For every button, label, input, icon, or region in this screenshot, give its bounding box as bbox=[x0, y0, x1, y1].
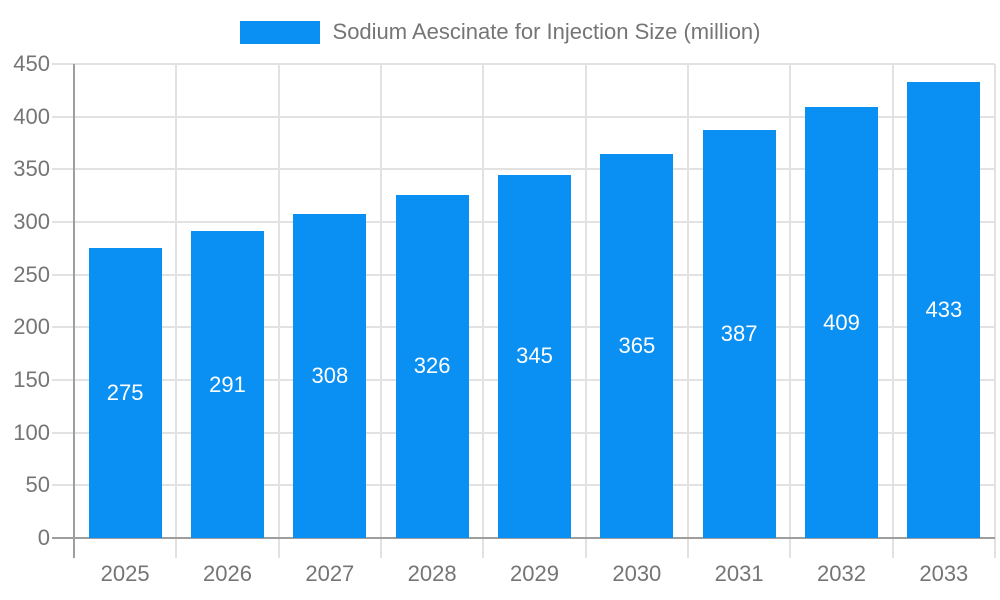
bar-value-label: 409 bbox=[823, 309, 860, 335]
y-axis-tick-label: 450 bbox=[13, 51, 50, 76]
y-axis-tick-label: 300 bbox=[13, 209, 50, 234]
y-gridline bbox=[52, 115, 995, 118]
bar-value-label: 387 bbox=[720, 321, 758, 347]
bar[interactable] bbox=[88, 248, 162, 538]
bar[interactable] bbox=[805, 107, 878, 538]
bar-value-label: 291 bbox=[209, 371, 246, 397]
y-axis-tick-label: 200 bbox=[13, 314, 50, 340]
x-axis-tick-label: 2025 bbox=[100, 561, 150, 586]
legend-item[interactable]: Sodium Aescinate for Injection Size (mil… bbox=[0, 19, 1000, 45]
bar-value-label: 326 bbox=[413, 353, 451, 379]
bar[interactable] bbox=[498, 174, 571, 538]
bar[interactable] bbox=[293, 213, 367, 538]
y-axis-tick-label: 350 bbox=[13, 156, 50, 182]
y-axis-tick-label: 100 bbox=[13, 419, 50, 445]
y-gridline bbox=[52, 63, 995, 65]
x-axis-tick-label: 2026 bbox=[203, 561, 252, 586]
bar-value-label: 345 bbox=[516, 343, 553, 369]
x-gridline bbox=[380, 64, 382, 558]
x-gridline bbox=[994, 64, 996, 558]
y-axis-line bbox=[73, 64, 75, 558]
legend-swatch bbox=[239, 20, 320, 44]
y-axis-tick-label: 50 bbox=[25, 472, 50, 498]
y-axis-tick-label: 0 bbox=[37, 525, 50, 550]
bar-value-label: 365 bbox=[618, 332, 656, 358]
bar[interactable] bbox=[191, 231, 264, 538]
x-gridline bbox=[687, 64, 689, 558]
x-gridline bbox=[789, 64, 792, 558]
bar-value-label: 275 bbox=[106, 380, 144, 406]
x-axis-tick-label: 2033 bbox=[919, 561, 969, 586]
bar-value-label: 308 bbox=[311, 362, 349, 388]
x-axis-tick-label: 2031 bbox=[714, 561, 764, 586]
y-axis-tick-label: 250 bbox=[13, 261, 50, 287]
x-gridline bbox=[891, 64, 894, 558]
x-gridline bbox=[482, 64, 485, 558]
x-gridline bbox=[175, 64, 178, 558]
x-axis-tick-label: 2032 bbox=[817, 561, 866, 586]
y-axis-tick-label: 150 bbox=[13, 367, 50, 392]
x-axis-tick-label: 2027 bbox=[305, 561, 355, 586]
bar[interactable] bbox=[395, 194, 469, 538]
x-gridline bbox=[584, 64, 587, 558]
bar[interactable] bbox=[702, 130, 776, 538]
x-axis-tick-label: 2028 bbox=[407, 561, 457, 586]
x-axis-line bbox=[52, 537, 995, 539]
bar-value-label: 433 bbox=[925, 296, 963, 322]
y-gridline bbox=[52, 168, 995, 171]
y-axis-tick-label: 400 bbox=[13, 103, 50, 129]
bar[interactable] bbox=[600, 153, 674, 538]
x-axis-tick-label: 2029 bbox=[510, 561, 559, 586]
bar[interactable] bbox=[907, 81, 981, 538]
x-gridline bbox=[277, 64, 280, 558]
x-axis-tick-label: 2030 bbox=[612, 561, 662, 586]
legend-label: Sodium Aescinate for Injection Size (mil… bbox=[332, 19, 761, 44]
